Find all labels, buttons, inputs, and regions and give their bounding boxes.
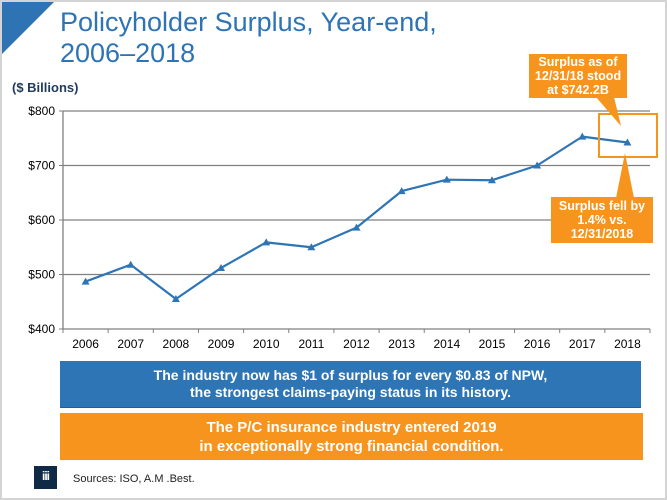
data-point-marker [487,176,496,184]
data-point-marker [171,295,180,303]
line-chart: $400 $500 $600 $700 $800 2006 2007 2008 2009 2010… [28,104,651,351]
y-tick-label: $800 [28,104,55,118]
iii-logo: iii [34,466,57,489]
x-tick-label: 2009 [208,337,235,351]
x-tick-label: 2015 [479,337,506,351]
y-tick-label: $500 [28,268,55,282]
data-point-marker [578,132,587,140]
info-box-orange: The P/C insurance industry entered 2019 … [60,413,643,460]
data-point-marker [81,277,90,285]
callout-bottom-pointer [616,153,634,198]
x-tick-label: 2007 [117,337,144,351]
x-tick-label: 2017 [569,337,596,351]
y-tick-label: $600 [28,213,55,227]
y-tick-label: $700 [28,159,55,173]
data-point-marker [352,223,361,231]
slide-title: Policyholder Surplus, Year-end, 2006–201… [60,7,437,68]
data-point-marker [126,260,135,268]
data-point-marker [217,263,226,271]
corner-triangle-decoration [2,2,54,54]
data-point-marker [397,187,406,195]
callout-top: Surplus as of 12/31/18 stood at $742.2B [529,54,627,98]
data-point-marker [533,161,542,169]
x-tick-label: 2018 [614,337,641,351]
x-tick-label: 2013 [388,337,415,351]
highlight-box [598,113,658,158]
y-tick-label: $400 [28,322,55,336]
x-tick-label: 2012 [343,337,370,351]
x-tick-label: 2014 [433,337,460,351]
data-point-marker [262,238,271,246]
x-tick-label: 2006 [72,337,99,351]
x-tick-label: 2016 [524,337,551,351]
unit-label: ($ Billions) [12,80,79,95]
callout-bottom: Surplus fell by 1.4% vs. 12/31/2018 [551,197,653,243]
data-point-marker [307,243,316,251]
sources-note: Sources: ISO, A.M .Best. [73,473,195,485]
data-point-marker [623,138,632,146]
callout-pointers [596,97,658,198]
callout-top-pointer [596,97,621,126]
x-tick-label: 2010 [253,337,280,351]
x-tick-label: 2008 [163,337,190,351]
data-point-marker [442,175,451,183]
x-tick-label: 2011 [298,337,324,351]
info-box-blue: The industry now has $1 of surplus for e… [60,361,641,408]
